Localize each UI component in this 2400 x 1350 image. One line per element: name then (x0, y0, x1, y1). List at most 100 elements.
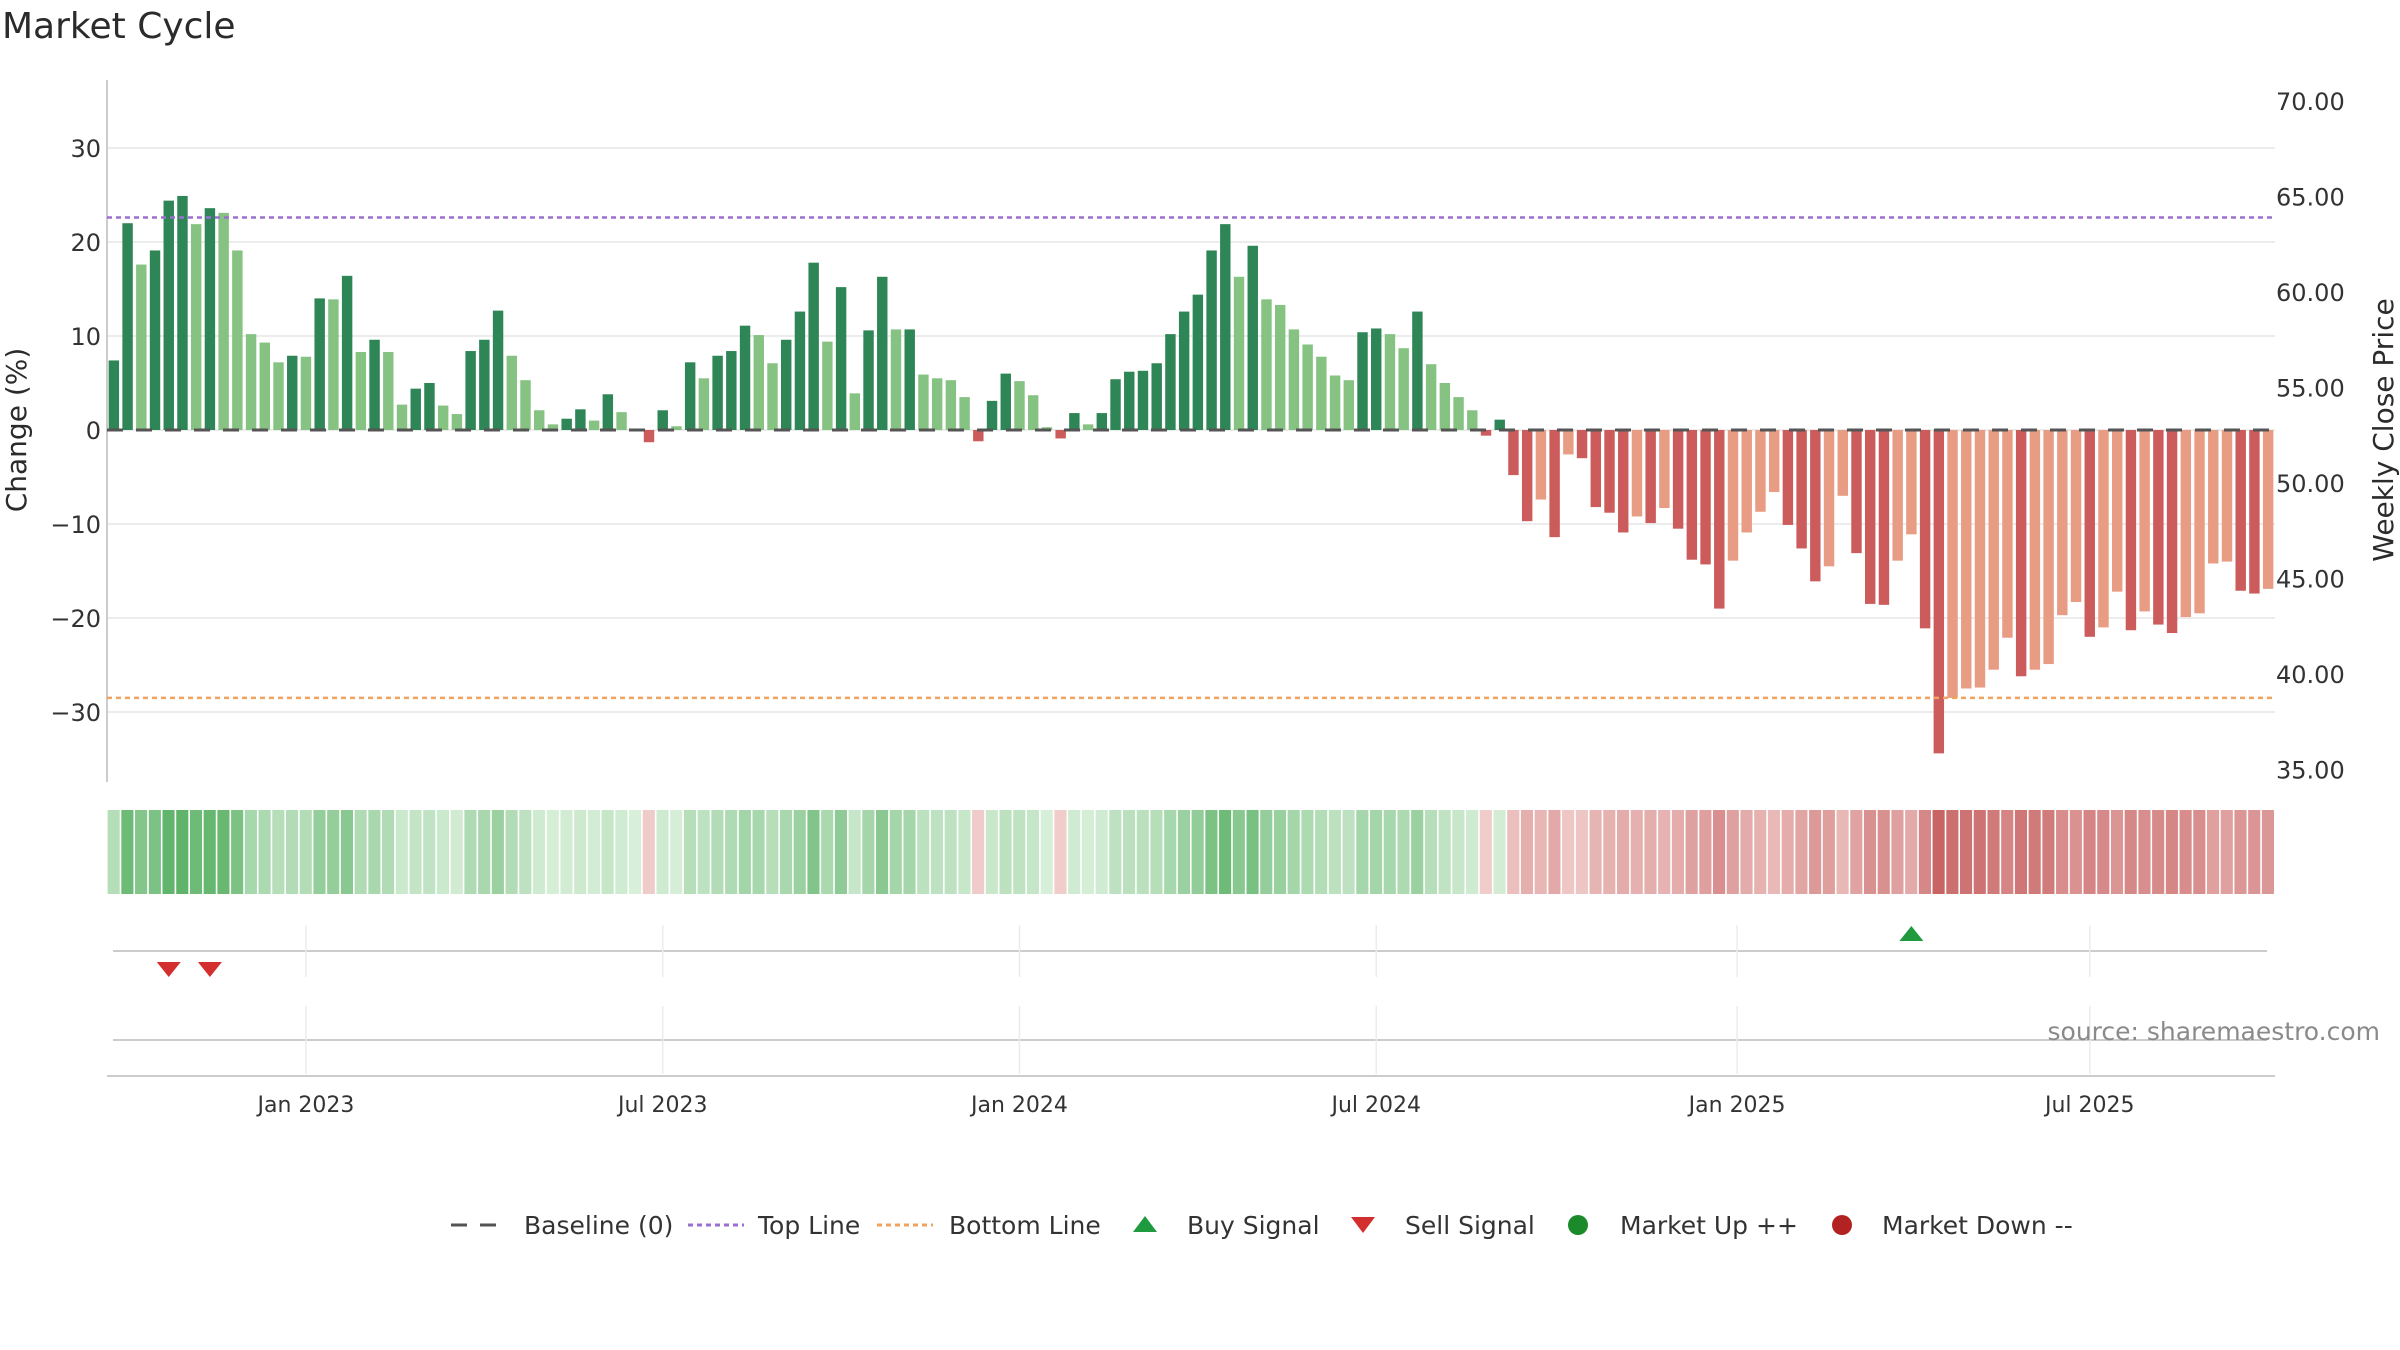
heat-cell (450, 810, 463, 894)
bar (2015, 430, 2027, 677)
bar (1480, 430, 1492, 436)
bar (1247, 245, 1258, 430)
legend-item-bottom-line: Bottom Line (877, 1211, 1101, 1240)
bar (1192, 294, 1204, 430)
heat-cell (766, 810, 779, 894)
heat-cell (1150, 810, 1163, 894)
heat-cell (1356, 810, 1369, 894)
bar (1165, 334, 1176, 430)
bar (1865, 430, 1876, 604)
bar (1055, 430, 1066, 439)
left-tick-label: −30 (50, 699, 101, 727)
heat-cell (1699, 810, 1712, 894)
bar (1357, 332, 1368, 430)
heat-cell (285, 810, 299, 894)
bar (1974, 430, 1986, 688)
heat-cell (107, 810, 120, 894)
heat-cell (1301, 810, 1314, 894)
left-tick-label: 10 (70, 323, 101, 351)
bar (1631, 430, 1643, 517)
bar (712, 355, 723, 430)
heat-cell (121, 810, 134, 894)
heat-cell (1411, 810, 1424, 894)
bar (2070, 430, 2082, 603)
legend-item-baseline: Baseline (0) (451, 1211, 673, 1240)
left-tick-label: −20 (50, 605, 101, 633)
x-tick-label: Jul 2025 (2043, 1093, 2135, 1118)
sell-signal-marker (156, 962, 181, 977)
bar (287, 355, 298, 430)
bar (2235, 430, 2246, 591)
legend: Baseline (0) Top Line Bottom Line Buy Signa… (451, 1211, 2073, 1240)
heat-cell (135, 810, 148, 894)
heat-cell (1562, 810, 1575, 894)
heat-cell (1548, 810, 1561, 894)
heat-cell (2110, 810, 2124, 894)
heat-cell (1466, 810, 1479, 894)
legend-label: Sell Signal (1405, 1211, 1535, 1240)
right-y-ticks: 70.00 65.00 60.00 55.00 50.00 45.00 40.00 35.00 (2276, 88, 2345, 785)
heat-cell (1164, 810, 1177, 894)
bar (1590, 430, 1601, 508)
heat-cell (738, 810, 751, 894)
heat-cell (1795, 810, 1808, 894)
bar (2194, 430, 2205, 614)
bar (2098, 430, 2109, 628)
bar (2153, 430, 2164, 625)
heat-cell (244, 810, 257, 894)
bar (1096, 413, 1108, 430)
heat-cell (1781, 810, 1794, 894)
heat-cell (258, 810, 271, 894)
bar (1576, 430, 1588, 459)
heat-cell (148, 810, 161, 894)
heat-cell (354, 810, 367, 894)
bar (1137, 370, 1149, 430)
heat-cell (779, 810, 793, 894)
x-tick-label: Jan 2024 (969, 1093, 1068, 1118)
heat-cell (203, 810, 216, 894)
bar (1124, 371, 1135, 430)
legend-item-market-up: Market Up ++ (1568, 1211, 1798, 1240)
bar (1563, 430, 1574, 455)
bar (2180, 430, 2192, 618)
bar (808, 262, 819, 430)
right-tick-label: 40.00 (2276, 661, 2345, 689)
bar (2139, 430, 2150, 612)
legend-item-buy: Buy Signal (1133, 1211, 1320, 1240)
bar (616, 412, 627, 430)
bar (1261, 299, 1272, 430)
bar (534, 410, 545, 430)
bar (1508, 430, 1519, 476)
heat-cell (1040, 810, 1053, 894)
chart-title: Market Cycle (2, 6, 236, 47)
heat-cell (1095, 810, 1108, 894)
heat-cell (2193, 810, 2206, 894)
heat-cell (1685, 810, 1698, 894)
bar (1741, 430, 1752, 533)
bar (657, 410, 668, 430)
bar (177, 195, 188, 430)
right-tick-label: 60.00 (2276, 279, 2345, 307)
bar (355, 351, 367, 430)
heat-cell (670, 810, 683, 894)
heat-cell (1534, 810, 1547, 894)
heat-cell (2056, 810, 2069, 894)
heat-cell (2069, 810, 2082, 894)
heat-cell (2261, 810, 2274, 894)
heat-cell (1946, 810, 1959, 894)
bar (479, 339, 490, 430)
heat-cell (1246, 810, 1259, 894)
change-bars (108, 195, 2274, 754)
heat-cell (1438, 810, 1451, 894)
bar (273, 362, 284, 430)
heat-cell (683, 810, 697, 894)
heat-cell (1177, 810, 1190, 894)
bar (1082, 424, 1094, 430)
heat-cell (189, 810, 203, 894)
bar (136, 264, 147, 430)
heat-cell (930, 810, 944, 894)
heat-cell (999, 810, 1012, 894)
heat-cell (1809, 810, 1822, 894)
heat-cell (1342, 810, 1355, 894)
heat-cell (327, 810, 340, 894)
